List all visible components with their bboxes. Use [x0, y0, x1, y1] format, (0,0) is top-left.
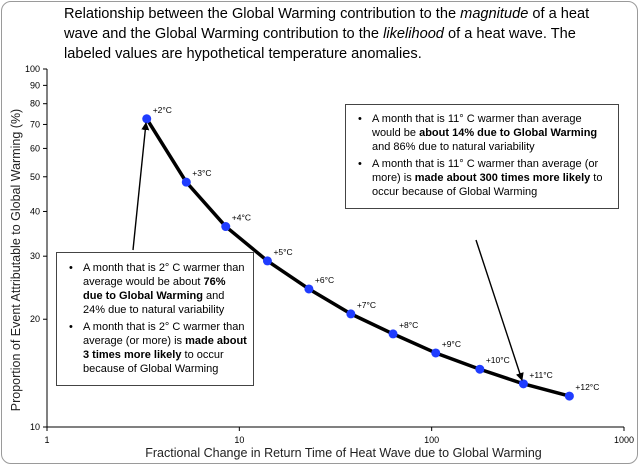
- right-callout-arrow: [475, 239, 524, 381]
- x-tick-label: 1000: [614, 435, 634, 445]
- title-emphasis-likelihood: likelihood: [383, 26, 444, 42]
- y-tick-label: 100: [25, 64, 40, 74]
- x-tick-label: 1: [44, 435, 49, 445]
- data-point-label: +12°C: [575, 382, 599, 392]
- data-point: [221, 222, 231, 232]
- left-callout-arrow: [132, 122, 150, 251]
- right-annotation-box: A month that is 11° C warmer than averag…: [345, 104, 619, 209]
- x-tick-label: 100: [424, 435, 439, 445]
- series-group: +2°C +3°C +4°C +5°C +6°C +7°C +8°C +9°C +10°C +11…: [142, 105, 599, 401]
- data-point: [475, 364, 485, 374]
- y-tick-label: 60: [30, 143, 40, 153]
- data-point-label: +3°C: [192, 168, 211, 178]
- data-point: [388, 329, 398, 339]
- data-point-label: +4°C: [232, 213, 251, 223]
- data-point-label: +8°C: [399, 320, 418, 330]
- data-point: [518, 379, 528, 389]
- y-tick-label: 90: [30, 80, 40, 90]
- title-emphasis-magnitude: magnitude: [460, 6, 529, 22]
- data-point: [564, 391, 574, 401]
- data-point-label: +5°C: [273, 247, 292, 257]
- data-point-label: +7°C: [357, 300, 376, 310]
- left-annotation-bullet-2: A month that is 2° C warmer than average…: [69, 320, 247, 376]
- y-tick-label: 70: [30, 119, 40, 129]
- left-annotation-bullet-1: A month that is 2° C warmer than average…: [69, 261, 247, 317]
- data-point: [181, 177, 191, 187]
- data-point: [304, 284, 314, 294]
- x-axis-label: Fractional Change in Return Time of Heat…: [145, 446, 542, 460]
- data-point-label: +6°C: [315, 275, 334, 285]
- data-point-label: +2°C: [153, 105, 172, 115]
- y-tick-label: 50: [30, 172, 40, 182]
- y-axis-label: Proportion of Event Attributable to Glob…: [9, 109, 23, 411]
- chart-title: Relationship between the Global Warming …: [64, 6, 590, 62]
- y-tick-label: 40: [30, 206, 40, 216]
- axes: [43, 68, 625, 431]
- left-annotation-box: A month that is 2° C warmer than average…: [56, 252, 254, 386]
- data-point-label: +11°C: [529, 370, 552, 380]
- x-tick-label: 10: [234, 435, 244, 445]
- data-point: [262, 256, 272, 266]
- data-point: [431, 348, 441, 358]
- data-point: [346, 309, 356, 319]
- y-tick-label: 20: [30, 314, 40, 324]
- data-point-label: +9°C: [442, 339, 461, 349]
- y-tick-label: 30: [30, 251, 40, 261]
- data-point-label: +10°C: [486, 355, 510, 365]
- tick-labels: 1 10 100 1000 10 20 30 40 50 60 70 80 90 100: [25, 64, 634, 445]
- y-tick-label: 10: [30, 422, 40, 432]
- right-annotation-bullet-2: A month that is 11° C warmer than averag…: [358, 157, 610, 199]
- y-tick-label: 80: [30, 99, 40, 109]
- data-point: [142, 114, 152, 124]
- right-annotation-bullet-1: A month that is 11° C warmer than averag…: [358, 112, 610, 154]
